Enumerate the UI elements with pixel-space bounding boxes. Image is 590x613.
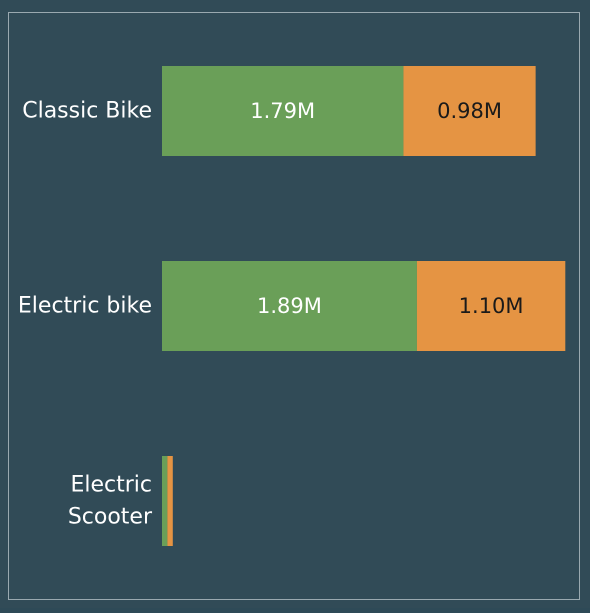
category-label: Scooter [68,505,153,530]
category-label: Electric [70,473,152,498]
category-label: Electric bike [18,294,152,319]
data-label: 1.10M [459,294,524,318]
data-label: 1.79M [250,99,315,123]
bar-segment-green[interactable] [162,456,167,546]
data-label: 1.89M [257,294,322,318]
data-label: 0.98M [437,99,502,123]
category-label: Classic Bike [22,99,152,124]
bar-segment-orange[interactable] [167,456,172,546]
